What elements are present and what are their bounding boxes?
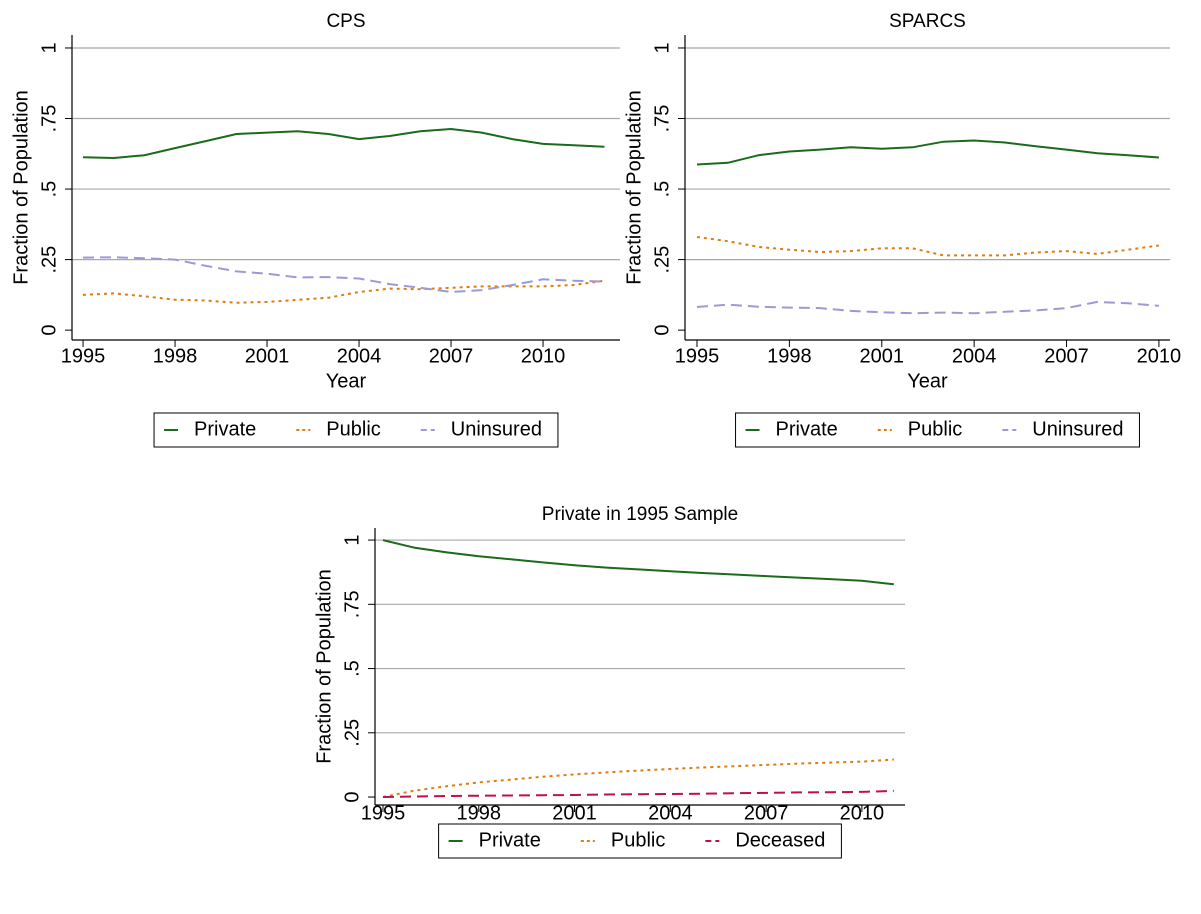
x-tick-label: 2004 xyxy=(337,345,382,367)
series-line xyxy=(82,256,605,294)
y-tick-label: .5 xyxy=(38,181,60,198)
x-tick-label: 2010 xyxy=(521,345,566,367)
legend-label: Uninsured xyxy=(451,418,542,440)
x-tick-label: 1995 xyxy=(675,345,720,367)
chart-title: CPS xyxy=(326,11,365,32)
legend: Private Public Uninsured xyxy=(735,412,1140,448)
series-line xyxy=(382,789,894,798)
legend-box xyxy=(735,412,1140,448)
y-tick-label: .25 xyxy=(38,246,60,274)
y-tick-label: .25 xyxy=(341,719,363,747)
legend-label: Deceased xyxy=(735,829,825,851)
legend-label: Private xyxy=(194,418,256,440)
x-tick-label: 1998 xyxy=(767,345,812,367)
legend-box xyxy=(438,823,842,859)
y-axis-label: Fraction of Population xyxy=(623,90,645,285)
x-tick-label: 2007 xyxy=(429,345,474,367)
y-tick-label: 0 xyxy=(341,791,363,802)
x-tick-label: 2010 xyxy=(1137,345,1182,367)
y-tick-label: 1 xyxy=(651,42,673,53)
series-line xyxy=(696,236,1160,257)
legend-label: Public xyxy=(326,418,380,440)
series-line xyxy=(696,300,1159,315)
y-tick-label: .25 xyxy=(651,246,673,274)
x-tick-label: 2010 xyxy=(840,802,885,824)
x-axis-label: Year xyxy=(326,370,367,392)
y-tick-label: .75 xyxy=(651,105,673,133)
legend-box xyxy=(153,412,559,448)
y-tick-label: 1 xyxy=(341,535,363,546)
series-line xyxy=(696,139,1159,166)
y-tick-label: 0 xyxy=(651,325,673,336)
series-line xyxy=(82,127,605,160)
y-tick-label: .75 xyxy=(38,105,60,133)
x-tick-label: 2004 xyxy=(648,802,693,824)
x-tick-label: 2001 xyxy=(860,345,905,367)
x-tick-label: 1998 xyxy=(457,802,502,824)
series-line xyxy=(382,539,894,586)
legend: Private Public Uninsured xyxy=(153,412,559,448)
x-tick-label: 2004 xyxy=(952,345,997,367)
x-tick-label: 2007 xyxy=(744,802,789,824)
x-tick-label: 1995 xyxy=(361,802,406,824)
series-line xyxy=(82,279,605,304)
y-tick-label: .5 xyxy=(341,660,363,677)
x-tick-label: 2007 xyxy=(1044,345,1089,367)
y-axis-label: Fraction of Population xyxy=(10,90,32,285)
legend-label: Uninsured xyxy=(1032,418,1123,440)
x-tick-label: 1998 xyxy=(153,345,198,367)
chart-title: SPARCS xyxy=(889,11,966,32)
y-tick-label: 1 xyxy=(38,42,60,53)
x-axis-label: Year xyxy=(907,370,948,392)
x-tick-label: 1995 xyxy=(61,345,106,367)
legend-label: Private xyxy=(479,829,541,851)
x-tick-label: 2001 xyxy=(552,802,597,824)
legend-label: Public xyxy=(611,829,665,851)
series-line xyxy=(382,758,894,798)
legend-label: Public xyxy=(908,418,962,440)
legend: Private Public Deceased xyxy=(438,823,842,859)
y-tick-label: .75 xyxy=(341,590,363,618)
y-axis-label: Fraction of Population xyxy=(313,569,335,764)
y-tick-label: 0 xyxy=(38,325,60,336)
legend-label: Private xyxy=(776,418,838,440)
chart-title: Private in 1995 Sample xyxy=(542,504,738,525)
x-tick-label: 2001 xyxy=(245,345,290,367)
y-tick-label: .5 xyxy=(651,181,673,198)
